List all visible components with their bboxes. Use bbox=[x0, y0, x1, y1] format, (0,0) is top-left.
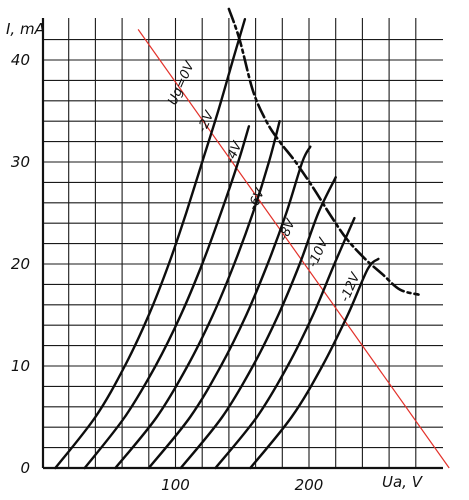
curve-label-0: Ug=0V bbox=[165, 59, 198, 108]
curve-series-1 bbox=[83, 125, 251, 470]
y-tick-label: 20 bbox=[11, 255, 30, 273]
envelope-curve bbox=[227, 7, 420, 296]
curve-series-0 bbox=[54, 18, 247, 470]
load-line bbox=[137, 29, 450, 469]
curve-label-4: -8V bbox=[276, 216, 299, 243]
y-tick-label: 40 bbox=[11, 51, 30, 69]
envelope-group bbox=[227, 7, 420, 296]
y-tick-label: 0 bbox=[20, 459, 30, 477]
load-line-group bbox=[137, 29, 450, 469]
curve-series-2 bbox=[114, 120, 281, 470]
x-axis-label: Ua, V bbox=[382, 473, 424, 491]
plot-frame bbox=[41, 18, 443, 470]
y-axis-label: I, mA bbox=[6, 20, 45, 38]
y-tick-label: 10 bbox=[11, 357, 30, 375]
x-tick-label: 100 bbox=[161, 476, 190, 494]
y-tick-label: 30 bbox=[11, 153, 30, 171]
curves-group bbox=[54, 18, 380, 470]
curve-series-3 bbox=[147, 145, 312, 470]
x-tick-label: 200 bbox=[295, 476, 324, 494]
curve-series-5 bbox=[214, 216, 356, 470]
curve-label-1: -2V bbox=[195, 108, 218, 135]
curve-series-4 bbox=[179, 176, 337, 470]
curve-series-6 bbox=[249, 257, 380, 470]
ticks-group: 0 10 20 30 40 100 200 bbox=[11, 51, 323, 494]
